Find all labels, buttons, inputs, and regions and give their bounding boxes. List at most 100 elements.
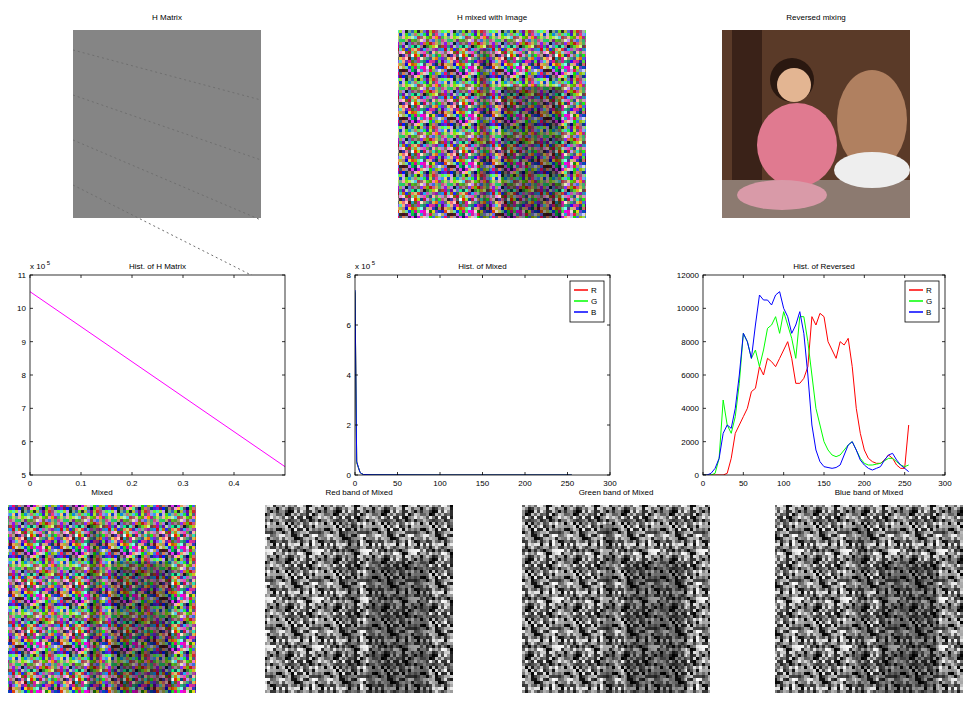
image-panel: [775, 505, 963, 693]
y-tick-right: [942, 375, 945, 376]
image-shade: [625, 561, 685, 693]
legend-box: [570, 281, 604, 322]
image-noise: [8, 505, 196, 693]
y-tick: [30, 275, 33, 276]
legend: RGB: [570, 281, 604, 322]
image-bg: [73, 30, 261, 218]
image-shade: [603, 524, 614, 693]
x-tick-top: [703, 275, 704, 278]
x-tick-top: [743, 275, 744, 278]
legend-swatch: [574, 311, 588, 313]
y-tick: [30, 408, 33, 409]
y-tick-right: [282, 475, 285, 476]
scale-note: x 10: [355, 262, 371, 271]
legend-swatch: [909, 289, 923, 291]
x-tick: [440, 472, 441, 475]
y-tick: [30, 475, 33, 476]
legend-box: [905, 281, 939, 322]
x-tick: [397, 472, 398, 475]
legend-label: B: [591, 308, 596, 317]
image-noise: [522, 505, 710, 693]
x-tick-top: [132, 275, 133, 278]
x-tick-label: 50: [393, 479, 402, 488]
image-noise: [398, 30, 586, 218]
y-tick: [703, 408, 706, 409]
image-shade: [89, 524, 100, 693]
y-tick-label: 0: [347, 471, 352, 480]
x-tick-label: 0: [28, 479, 33, 488]
y-tick-right: [282, 275, 285, 276]
image-stripe: [73, 185, 261, 280]
y-tick-label: 5: [22, 471, 27, 480]
x-tick: [81, 472, 82, 475]
panel-title: H mixed with Image: [457, 13, 528, 22]
image-face: [777, 68, 811, 102]
image-shade: [111, 561, 171, 693]
data-group: [355, 290, 572, 475]
x-tick: [482, 472, 483, 475]
y-tick: [30, 441, 33, 442]
x-tick-top: [440, 275, 441, 278]
y-tick-right: [282, 308, 285, 309]
x-tick-label: 200: [518, 479, 532, 488]
y-tick-right: [282, 408, 285, 409]
panel-title: Green band of Mixed: [579, 488, 654, 497]
x-tick: [132, 472, 133, 475]
legend-swatch: [574, 300, 588, 302]
x-tick-top: [525, 275, 526, 278]
data-group: [30, 292, 285, 467]
image-noise: [265, 505, 453, 693]
x-tick-top: [945, 275, 946, 278]
y-tick-right: [942, 408, 945, 409]
y-tick-label: 6: [22, 438, 27, 447]
y-tick: [703, 441, 706, 442]
data-line: [355, 293, 572, 476]
image-noise: [775, 505, 963, 693]
y-tick-right: [942, 475, 945, 476]
y-tick-label: 12000: [677, 271, 700, 280]
y-tick-label: 2000: [681, 438, 699, 447]
x-tick: [904, 472, 905, 475]
y-tick: [355, 275, 358, 276]
figure: H MatrixH mixed with ImageReversed mixin…: [0, 0, 968, 708]
x-tick-label: 300: [603, 479, 617, 488]
x-tick-top: [482, 275, 483, 278]
x-tick-label: 0: [353, 479, 358, 488]
y-tick: [355, 425, 358, 426]
image-panel: [522, 505, 710, 693]
legend-swatch: [574, 289, 588, 291]
image-cloth: [834, 152, 910, 188]
plot-area: [355, 275, 610, 475]
y-tick: [30, 375, 33, 376]
panel-title: Reversed mixing: [786, 13, 846, 22]
x-tick-label: 0.3: [177, 479, 189, 488]
x-tick-top: [864, 275, 865, 278]
y-tick-right: [607, 375, 610, 376]
x-tick: [864, 472, 865, 475]
x-tick-top: [30, 275, 31, 278]
x-tick: [183, 472, 184, 475]
x-tick-label: 0.2: [126, 479, 138, 488]
y-tick-label: 6: [347, 321, 352, 330]
data-line: [703, 313, 909, 475]
y-tick-right: [942, 275, 945, 276]
y-tick-label: 8: [347, 271, 352, 280]
panel-title: Blue band of Mixed: [835, 488, 904, 497]
y-tick-right: [607, 325, 610, 326]
image-shade: [368, 561, 428, 693]
scale-exponent: 5: [372, 260, 376, 266]
panel-title: Red band of Mixed: [325, 488, 392, 497]
y-tick: [703, 341, 706, 342]
x-tick-label: 0.1: [75, 479, 87, 488]
image-panel: [265, 505, 453, 693]
legend-swatch: [909, 311, 923, 313]
data-line: [355, 290, 572, 475]
y-tick-label: 11: [18, 271, 27, 280]
x-tick-top: [234, 275, 235, 278]
x-tick: [824, 472, 825, 475]
x-tick-top: [355, 275, 356, 278]
scale-exponent: 5: [47, 260, 51, 266]
y-tick-right: [607, 275, 610, 276]
axes-box: [703, 275, 945, 475]
x-tick-label: 200: [858, 479, 872, 488]
